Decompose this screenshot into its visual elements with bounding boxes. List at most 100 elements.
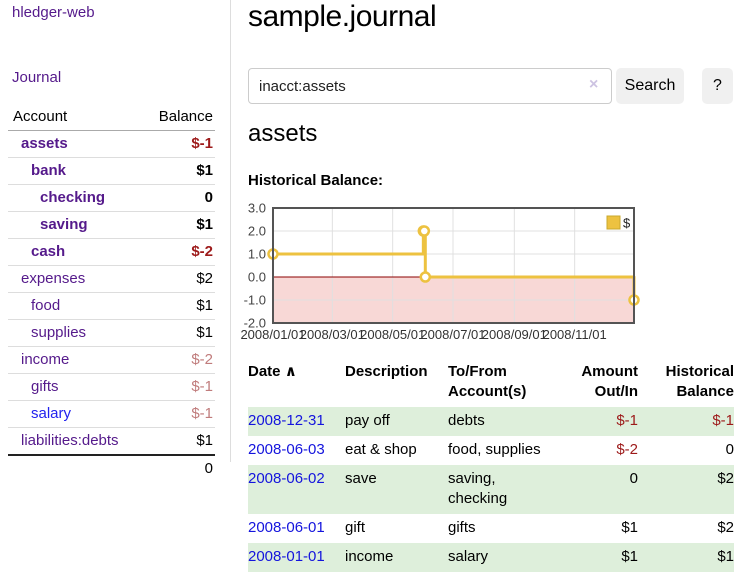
account-balance: $1 bbox=[141, 427, 215, 455]
account-link-checking[interactable]: checking bbox=[40, 189, 106, 206]
accounts-header-balance: Balance bbox=[141, 104, 215, 131]
transaction-description: gift bbox=[345, 519, 366, 536]
transaction-date-link[interactable]: 2008-06-01 bbox=[248, 519, 325, 536]
column-header-date[interactable]: Date ∧ bbox=[248, 358, 345, 407]
transaction-balance: $1 bbox=[717, 548, 734, 565]
account-balance: $-2 bbox=[141, 238, 215, 266]
transaction-amount: $1 bbox=[621, 519, 638, 536]
transaction-description: income bbox=[345, 548, 394, 565]
account-link-salary[interactable]: salary bbox=[31, 405, 72, 422]
account-balance: $1 bbox=[141, 319, 215, 347]
transaction-amount: $1 bbox=[621, 548, 638, 565]
account-link-liabilities-debts[interactable]: liabilities:debts bbox=[21, 432, 119, 449]
transaction-balance: $2 bbox=[717, 519, 734, 536]
transaction-date-cell: 2008-01-01 bbox=[248, 543, 345, 572]
account-row: assets $-1 bbox=[8, 131, 215, 158]
account-balance: $1 bbox=[141, 157, 215, 185]
account-balance: $-1 bbox=[141, 400, 215, 428]
transaction-row: 2008-06-02 save saving, checking 0 $2 bbox=[248, 465, 734, 514]
transaction-date-link[interactable]: 2008-06-02 bbox=[248, 470, 325, 487]
main-content: sample.journal × Search ? assets Histori… bbox=[248, 0, 734, 582]
legend-swatch bbox=[606, 215, 621, 230]
x-tick-label: 2008/05/01 bbox=[360, 327, 425, 342]
clear-search-icon[interactable]: × bbox=[589, 76, 599, 93]
accounts-total-row: 0 bbox=[8, 454, 215, 482]
sidebar-item-journal[interactable]: Journal bbox=[12, 69, 62, 86]
y-tick-label: 1.0 bbox=[248, 247, 266, 262]
account-name-cell: cash bbox=[8, 238, 142, 266]
account-name-cell: saving bbox=[8, 211, 142, 239]
transaction-accounts: food, supplies bbox=[448, 441, 541, 458]
transaction-balance: $-1 bbox=[712, 412, 734, 429]
account-balance: $-1 bbox=[191, 135, 213, 152]
account-name-cell: expenses bbox=[8, 265, 142, 293]
accounts-header-account: Account bbox=[8, 104, 142, 131]
sort-ascending-icon: ∧ bbox=[284, 363, 297, 380]
data-point-marker bbox=[418, 225, 431, 237]
legend-label: $ bbox=[623, 216, 631, 231]
transaction-date-link[interactable]: 2008-06-03 bbox=[248, 441, 325, 458]
column-header-balance: Historical Balance bbox=[665, 363, 734, 400]
transaction-balance: 0 bbox=[725, 441, 734, 458]
help-button[interactable]: ? bbox=[702, 68, 733, 104]
x-tick-label: 2008/09/01 bbox=[482, 327, 547, 342]
search-input[interactable] bbox=[248, 68, 612, 104]
register-table: Date ∧ Description To/From Account(s) Am… bbox=[248, 358, 734, 572]
account-link-saving[interactable]: saving bbox=[40, 216, 88, 233]
account-name-cell: bank bbox=[8, 157, 142, 185]
column-header-amount: Amount Out/In bbox=[581, 363, 638, 400]
transaction-date-cell: 2008-06-03 bbox=[248, 436, 345, 465]
x-tick-label: 2008/11/01 bbox=[543, 327, 607, 342]
transaction-amount: 0 bbox=[629, 470, 638, 487]
account-rows: assets $-1 bank $1 checking 0 saving $1 cash $-2 e… bbox=[8, 131, 215, 455]
account-link-cash[interactable]: cash bbox=[31, 243, 66, 260]
account-name-cell: salary bbox=[8, 400, 142, 428]
y-tick-label: 3.0 bbox=[248, 201, 266, 216]
account-link-food[interactable]: food bbox=[31, 297, 61, 314]
account-row: salary $-1 bbox=[8, 400, 215, 428]
transaction-description: pay off bbox=[345, 412, 390, 429]
transaction-accounts: saving, checking bbox=[448, 470, 508, 507]
x-tick-label: 2008/03/01 bbox=[300, 327, 365, 342]
account-link-gifts[interactable]: gifts bbox=[31, 378, 59, 395]
sidebar: hledger-web Journal Account Balance asse… bbox=[0, 0, 231, 482]
data-point-marker bbox=[419, 271, 432, 283]
account-name-cell: assets bbox=[8, 131, 141, 158]
transaction-accounts: salary bbox=[448, 548, 489, 565]
y-tick-label: -2.0 bbox=[244, 316, 266, 331]
column-header-description: Description bbox=[345, 363, 428, 380]
account-row: cash $-2 bbox=[8, 238, 215, 266]
account-balance: $-1 bbox=[141, 373, 215, 401]
account-link-supplies[interactable]: supplies bbox=[31, 324, 87, 341]
account-row: income $-2 bbox=[8, 346, 215, 374]
transaction-date-cell: 2008-06-02 bbox=[248, 465, 345, 514]
account-name-cell: food bbox=[8, 292, 142, 320]
app-title-link[interactable]: hledger-web bbox=[12, 4, 95, 21]
account-link-expenses[interactable]: expenses bbox=[21, 270, 86, 287]
transaction-accounts: debts bbox=[448, 412, 485, 429]
transaction-date-link[interactable]: 2008-01-01 bbox=[248, 548, 325, 565]
transaction-row: 2008-01-01 income salary $1 $1 bbox=[248, 543, 734, 572]
y-tick-label: -1.0 bbox=[244, 293, 266, 308]
account-heading: assets bbox=[248, 120, 318, 147]
account-link-income[interactable]: income bbox=[21, 351, 70, 368]
page-title: sample.journal bbox=[248, 0, 437, 33]
account-row: expenses $2 bbox=[8, 265, 215, 293]
account-balance: $-2 bbox=[141, 346, 215, 374]
plot-border bbox=[272, 207, 635, 324]
search-button[interactable]: Search bbox=[616, 68, 684, 104]
account-link-bank[interactable]: bank bbox=[31, 162, 67, 179]
historical-balance-chart: 3.0 2.0 1.0 0.0 -1.0 -2.02008/01/012008/03/01… bbox=[240, 201, 640, 342]
transaction-date-link[interactable]: 2008-12-31 bbox=[248, 412, 325, 429]
transaction-accounts: gifts bbox=[448, 519, 476, 536]
transaction-amount: $-1 bbox=[616, 412, 638, 429]
transaction-balance: $2 bbox=[717, 470, 734, 487]
account-balance: $2 bbox=[141, 265, 215, 293]
account-balance: $1 bbox=[141, 292, 215, 320]
account-row: supplies $1 bbox=[8, 319, 215, 347]
account-link-assets[interactable]: assets bbox=[21, 135, 68, 152]
transaction-date-cell: 2008-12-31 bbox=[248, 407, 345, 436]
search-form: × Search ? bbox=[248, 68, 734, 104]
transaction-row: 2008-06-03 eat & shop food, supplies $-2 0 bbox=[248, 436, 734, 465]
account-name-cell: income bbox=[8, 346, 142, 374]
